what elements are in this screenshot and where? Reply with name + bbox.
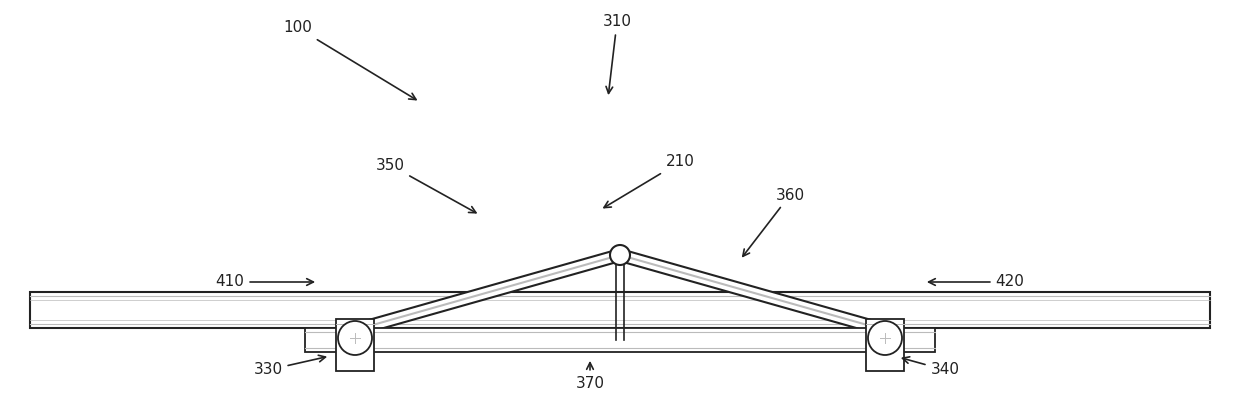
Circle shape xyxy=(610,245,630,265)
Text: 360: 360 xyxy=(743,187,805,256)
Text: 420: 420 xyxy=(929,274,1024,290)
Text: 410: 410 xyxy=(216,274,314,290)
Circle shape xyxy=(339,321,372,355)
Text: 330: 330 xyxy=(253,355,325,378)
Bar xyxy=(30,292,1210,328)
Text: 100: 100 xyxy=(284,20,417,99)
Text: 350: 350 xyxy=(376,158,476,213)
Text: 210: 210 xyxy=(604,154,694,208)
Bar xyxy=(336,319,374,371)
Bar xyxy=(305,328,935,352)
Text: 310: 310 xyxy=(603,15,631,94)
Bar xyxy=(866,319,904,371)
Circle shape xyxy=(868,321,901,355)
Text: 370: 370 xyxy=(575,363,605,391)
Text: 340: 340 xyxy=(903,357,960,378)
